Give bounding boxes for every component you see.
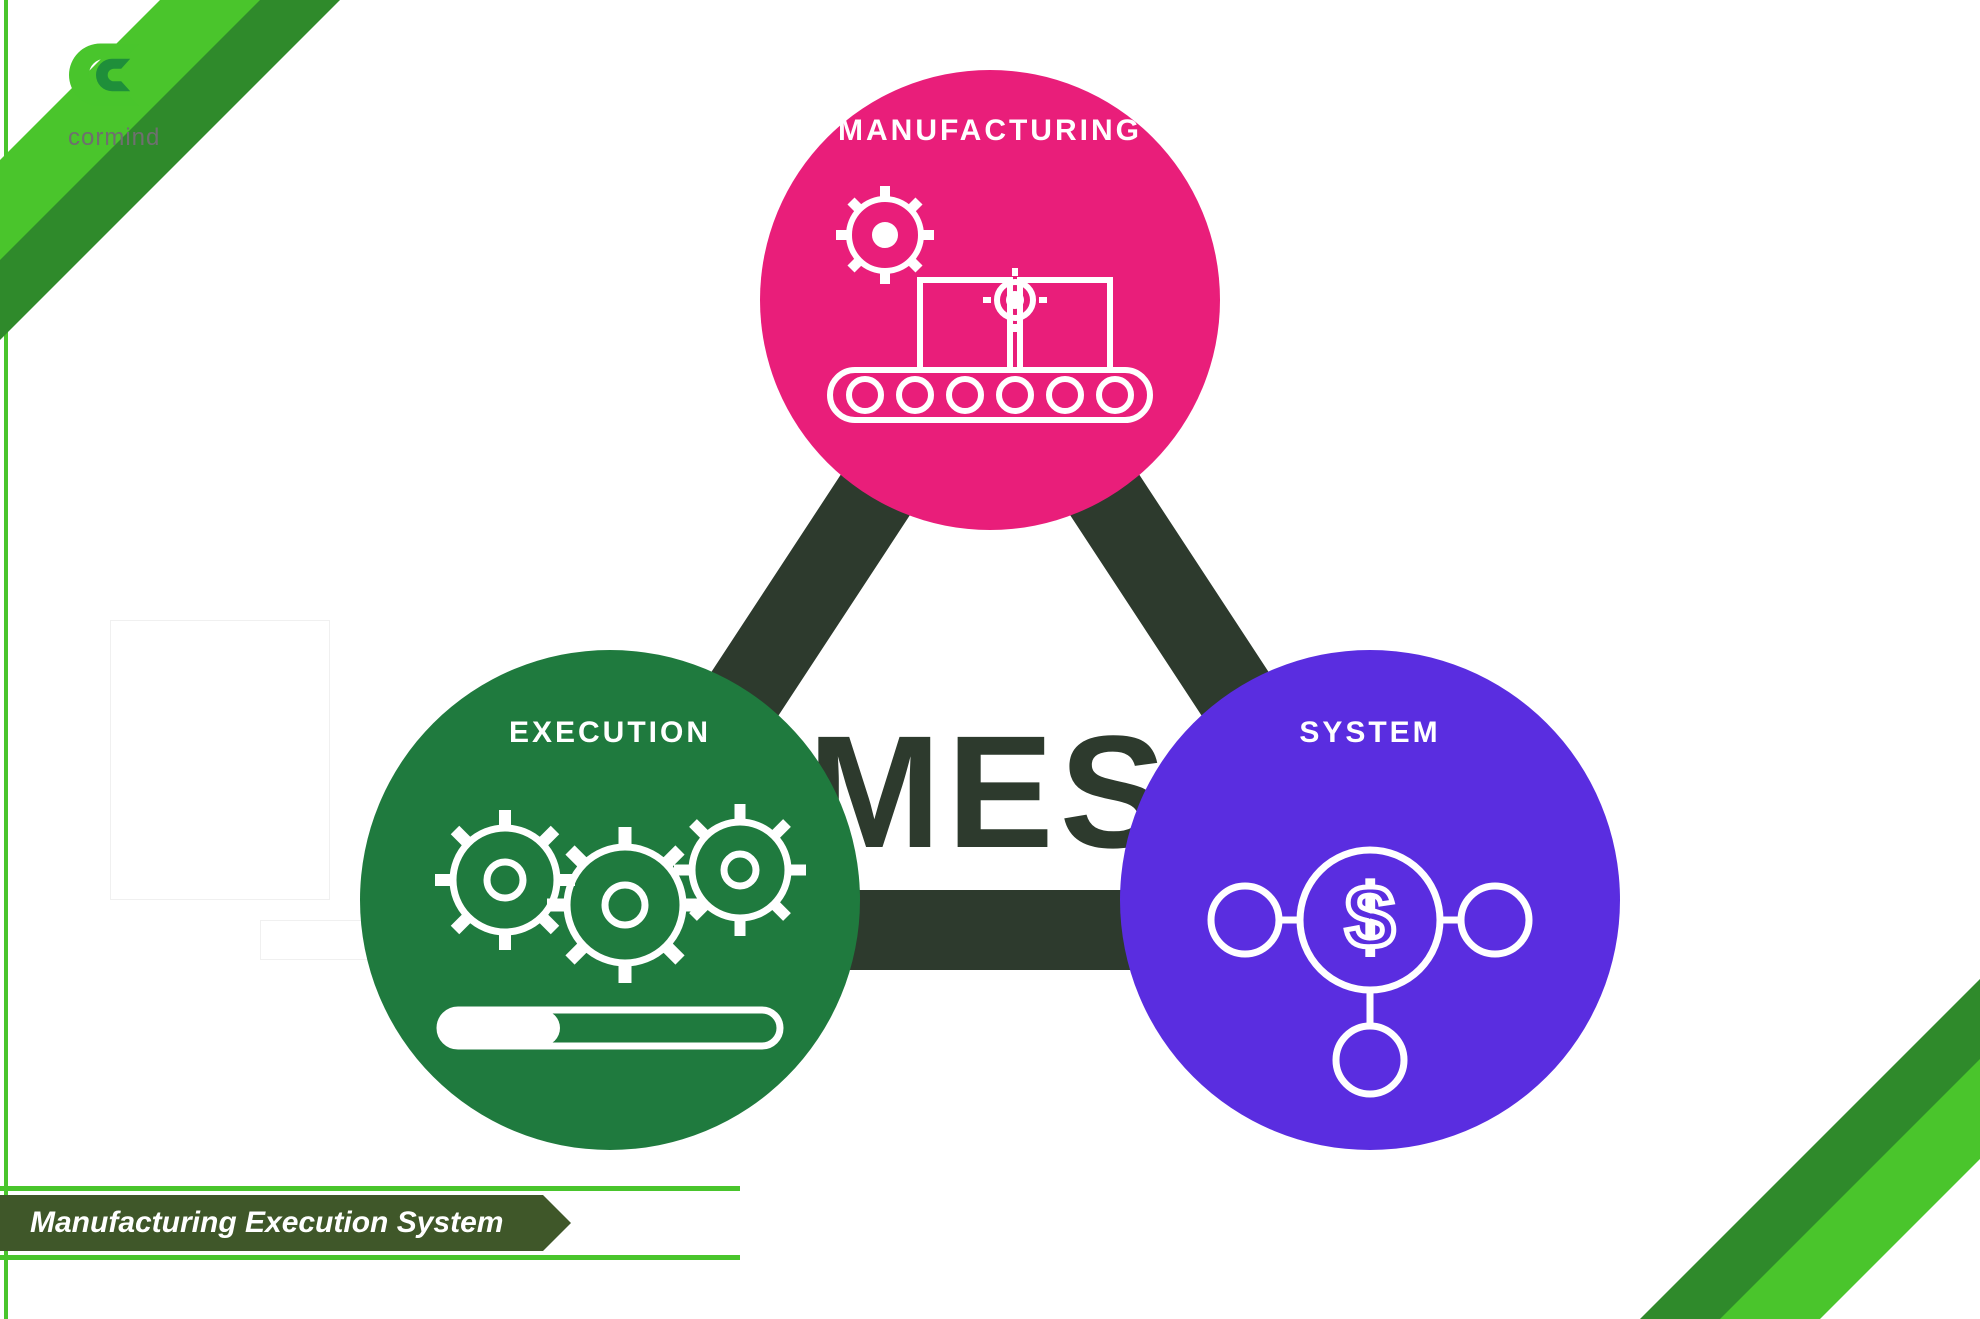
manufacturing-icon (810, 180, 1170, 440)
svg-text:$: $ (1345, 868, 1395, 968)
mes-triangle-diagram: MES MANUFACTURING (290, 110, 1690, 1210)
node-execution-label: EXECUTION (360, 716, 860, 750)
infographic-canvas: cormind MES MANUFACTURING (0, 0, 1980, 1319)
banner-stripe (0, 1255, 740, 1260)
brand-logo: cormind (68, 30, 160, 152)
logo-mark-icon (69, 30, 159, 120)
node-system-label: SYSTEM (1120, 716, 1620, 750)
node-execution: EXECUTION (360, 650, 860, 1150)
banner-stripe (0, 1186, 740, 1191)
corner-slash-bright (1720, 1059, 1980, 1319)
system-icon: $ (1180, 770, 1560, 1110)
node-manufacturing: MANUFACTURING (760, 70, 1220, 530)
node-system: SYSTEM $ (1120, 650, 1620, 1150)
execution-icon (410, 770, 810, 1070)
title-banner: Manufacturing Execution System (0, 1195, 543, 1251)
node-manufacturing-label: MANUFACTURING (760, 114, 1220, 148)
center-acronym: MES (808, 700, 1173, 884)
logo-text: cormind (68, 124, 160, 152)
title-banner-text: Manufacturing Execution System (0, 1195, 543, 1251)
